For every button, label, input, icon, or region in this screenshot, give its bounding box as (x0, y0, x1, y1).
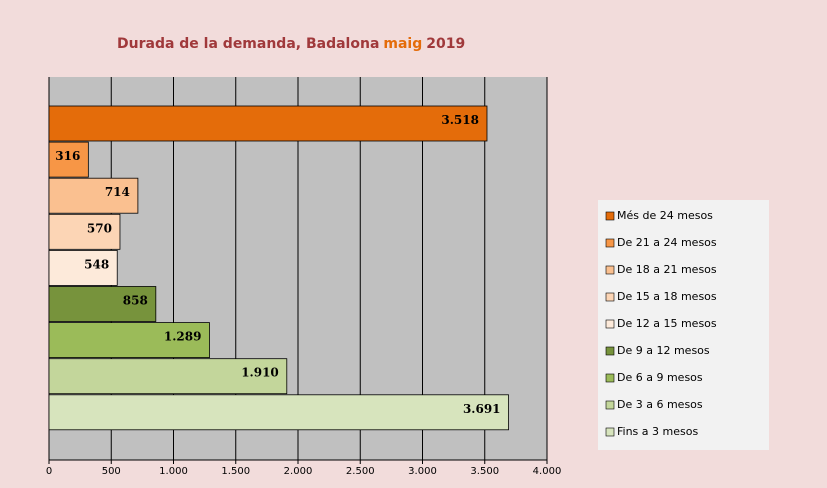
x-tick-label: 2.500 (346, 466, 375, 477)
x-tick-label: 500 (102, 466, 121, 477)
legend-label: De 9 a 12 mesos (617, 344, 710, 357)
legend-label: De 3 a 6 mesos (617, 398, 703, 411)
value-label: 858 (123, 294, 148, 308)
x-tick-label: 3.000 (408, 466, 437, 477)
legend-swatch (605, 400, 615, 410)
legend-swatch (605, 211, 615, 221)
legend-swatch (605, 238, 615, 248)
legend (598, 200, 769, 450)
value-label: 570 (87, 221, 112, 235)
legend-label: Fins a 3 mesos (617, 425, 698, 438)
value-label: 714 (105, 185, 130, 199)
bar (48, 394, 509, 431)
legend-label: De 15 a 18 mesos (617, 290, 717, 303)
value-label: 1.289 (164, 330, 202, 344)
x-tick-label: 3.500 (470, 466, 499, 477)
x-tick-label: 0 (46, 466, 52, 477)
bar (48, 105, 488, 142)
legend-label: Més de 24 mesos (617, 209, 713, 222)
bar (48, 322, 210, 359)
legend-swatch (605, 427, 615, 437)
bar (48, 249, 118, 286)
bar (48, 286, 157, 322)
legend-swatch (605, 265, 615, 275)
title-part: Durada de la demanda, Badalona (117, 36, 379, 52)
legend-swatch (605, 292, 615, 302)
x-tick-label: 1.500 (221, 466, 250, 477)
legend-label: De 21 a 24 mesos (617, 236, 717, 249)
chart-title: Durada de la demanda, Badalona maig 2019 (117, 36, 465, 52)
x-tick-label: 2.000 (284, 466, 313, 477)
title-part: maig (383, 36, 422, 52)
value-label: 316 (55, 149, 80, 163)
x-tick-label: 4.000 (533, 466, 562, 477)
legend-swatch (605, 319, 615, 329)
value-label: 3.691 (463, 402, 501, 416)
legend-swatch (605, 346, 615, 356)
legend-label: De 12 a 15 mesos (617, 317, 717, 330)
bar (48, 141, 89, 178)
x-tick-label: 1.000 (159, 466, 188, 477)
bar (48, 177, 139, 214)
legend-label: De 18 a 21 mesos (617, 263, 717, 276)
bar (48, 213, 121, 250)
value-label: 3.518 (441, 113, 479, 127)
value-label: 548 (84, 257, 109, 271)
value-label: 1.910 (241, 366, 279, 380)
bar (48, 358, 288, 395)
legend-label: De 6 a 9 mesos (617, 371, 703, 384)
legend-swatch (605, 373, 615, 383)
title-part: 2019 (426, 36, 465, 52)
